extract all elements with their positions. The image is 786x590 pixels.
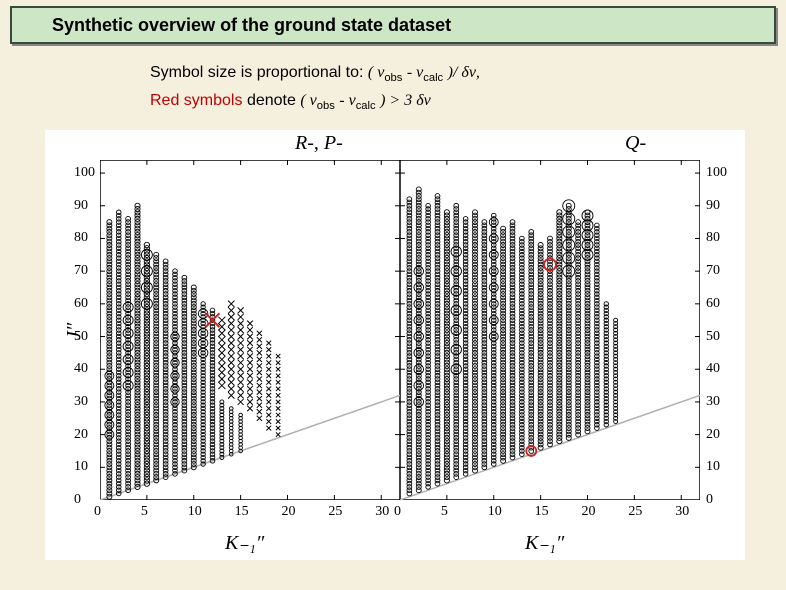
xtick-label: 25 bbox=[628, 504, 642, 520]
title-bar: Synthetic overview of the ground state d… bbox=[10, 6, 776, 44]
caption2-nu1: ( ν bbox=[300, 92, 316, 109]
xtick-label: 0 bbox=[94, 504, 101, 520]
xtick-label: 15 bbox=[235, 504, 249, 520]
slide: Synthetic overview of the ground state d… bbox=[0, 0, 786, 590]
ytick-label: 30 bbox=[74, 394, 88, 410]
ytick-label: 30 bbox=[706, 394, 720, 410]
caption2-sub2: calc bbox=[356, 100, 376, 112]
xtick-label: 10 bbox=[188, 504, 202, 520]
right-plot bbox=[400, 160, 700, 500]
ytick-label: 50 bbox=[706, 329, 720, 345]
caption2-end: ) > 3 δν bbox=[380, 92, 431, 109]
ytick-label: 20 bbox=[74, 427, 88, 443]
ytick-label: 0 bbox=[74, 492, 81, 508]
caption1-sub2: calc bbox=[423, 72, 443, 84]
ytick-label: 70 bbox=[74, 263, 88, 279]
caption2-sub1: obs bbox=[317, 100, 335, 112]
ytick-label: 20 bbox=[706, 427, 720, 443]
ytick-label: 40 bbox=[74, 361, 88, 377]
caption2-red: Red symbols bbox=[150, 92, 242, 109]
ytick-label: 100 bbox=[706, 165, 727, 181]
ytick-label: 70 bbox=[706, 263, 720, 279]
caption-line-1: Symbol size is proportional to: ( νobs -… bbox=[150, 64, 480, 84]
caption1-nu1: ( ν bbox=[368, 64, 384, 81]
figure-area: R-, P- Q- J″ 051015202530 01020304050607… bbox=[45, 130, 745, 560]
caption1-nu2: - ν bbox=[407, 64, 423, 81]
ytick-label: 60 bbox=[706, 296, 720, 312]
ytick-label: 80 bbox=[74, 230, 88, 246]
xtick-label: 25 bbox=[328, 504, 342, 520]
ytick-label: 50 bbox=[74, 329, 88, 345]
ytick-label: 10 bbox=[74, 459, 88, 475]
caption2-nu2: - ν bbox=[339, 92, 355, 109]
xtick-label: 30 bbox=[675, 504, 689, 520]
xtick-label: 15 bbox=[535, 504, 549, 520]
xtick-label: 20 bbox=[282, 504, 296, 520]
right-xlabel: K₋₁″ bbox=[525, 530, 564, 555]
ytick-label: 10 bbox=[706, 459, 720, 475]
caption1-prefix: Symbol size is proportional to: bbox=[150, 64, 368, 81]
caption1-sub1: obs bbox=[384, 72, 402, 84]
xtick-label: 20 bbox=[582, 504, 596, 520]
left-panel-title: R-, P- bbox=[295, 132, 343, 155]
right-panel-title: Q- bbox=[625, 132, 646, 155]
xtick-label: 5 bbox=[141, 504, 148, 520]
ytick-label: 80 bbox=[706, 230, 720, 246]
caption1-end: )/ δν, bbox=[448, 64, 480, 81]
ytick-label: 0 bbox=[706, 492, 713, 508]
ytick-label: 90 bbox=[74, 198, 88, 214]
left-xlabel: K₋₁″ bbox=[225, 530, 264, 555]
title-text: Synthetic overview of the ground state d… bbox=[52, 15, 451, 36]
xtick-label: 5 bbox=[441, 504, 448, 520]
ytick-label: 90 bbox=[706, 198, 720, 214]
xtick-label: 30 bbox=[375, 504, 389, 520]
ytick-label: 40 bbox=[706, 361, 720, 377]
caption-line-2: Red symbols denote ( νobs - νcalc ) > 3 … bbox=[150, 92, 431, 112]
caption2-mid: denote bbox=[247, 92, 300, 109]
ytick-label: 60 bbox=[74, 296, 88, 312]
xtick-label: 0 bbox=[394, 504, 401, 520]
xtick-label: 10 bbox=[488, 504, 502, 520]
left-plot bbox=[100, 160, 400, 500]
ytick-label: 100 bbox=[74, 165, 95, 181]
